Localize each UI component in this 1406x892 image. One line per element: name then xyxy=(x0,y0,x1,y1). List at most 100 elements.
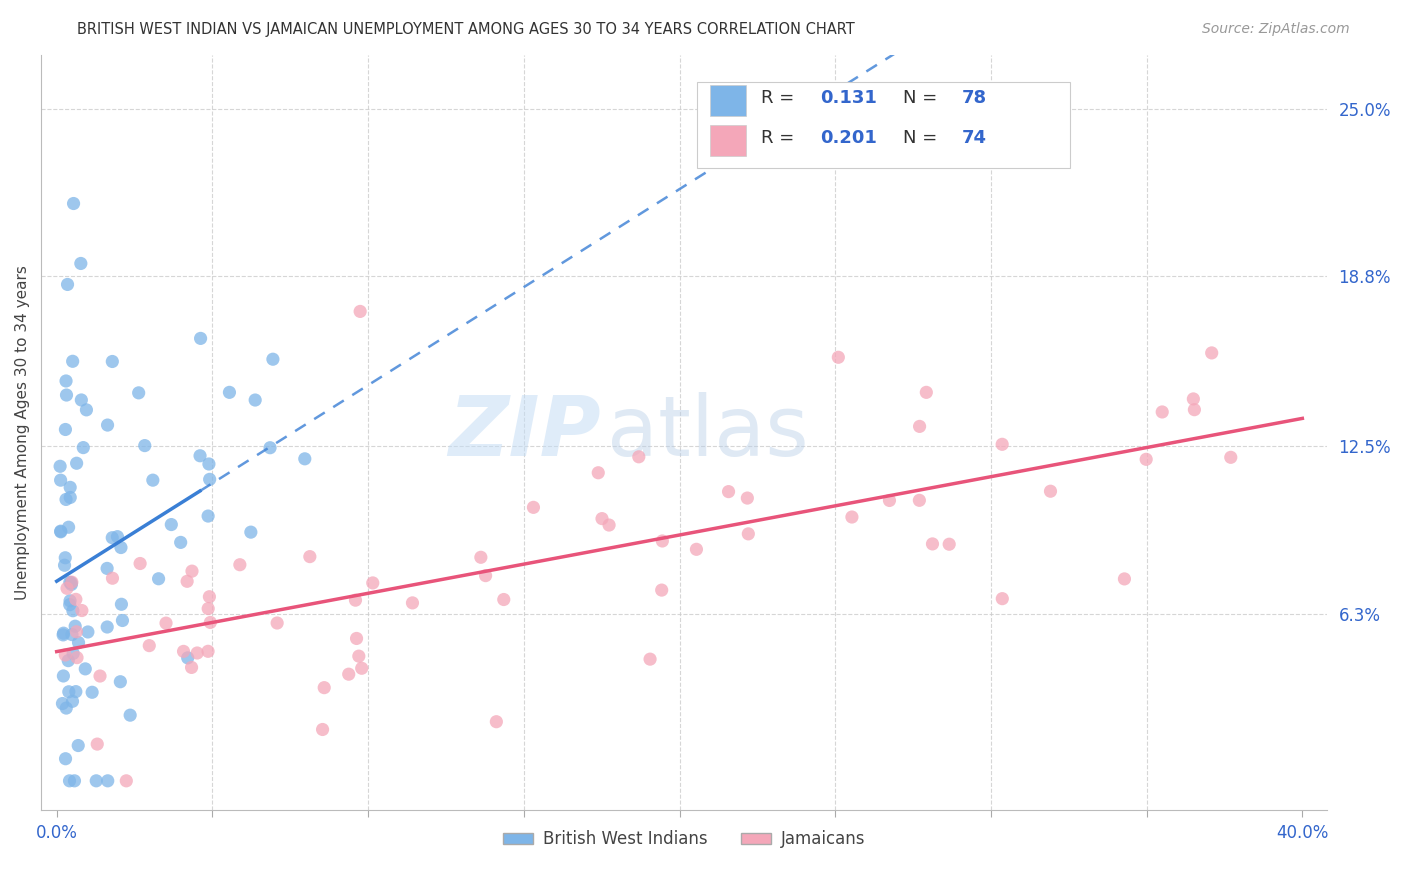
Point xyxy=(65,592,87,607)
Point xyxy=(49,524,72,538)
Point xyxy=(1201,346,1223,360)
Point xyxy=(938,537,960,551)
Point xyxy=(101,571,124,585)
Point xyxy=(651,533,673,548)
Point xyxy=(52,626,75,640)
Point xyxy=(69,256,91,270)
Point xyxy=(75,402,97,417)
Point xyxy=(96,561,118,575)
Point xyxy=(908,493,931,508)
Point xyxy=(63,773,86,788)
Point xyxy=(349,304,371,318)
FancyBboxPatch shape xyxy=(710,126,747,155)
Point xyxy=(598,518,620,533)
Point xyxy=(485,714,508,729)
Point xyxy=(49,459,72,474)
Point xyxy=(59,480,82,494)
Point xyxy=(52,669,75,683)
Point xyxy=(97,773,120,788)
Point xyxy=(55,374,77,388)
Point xyxy=(198,590,221,604)
Point xyxy=(188,449,211,463)
Point xyxy=(111,614,134,628)
Text: N =: N = xyxy=(903,89,943,107)
Text: R =: R = xyxy=(762,89,800,107)
Point xyxy=(361,576,384,591)
Point xyxy=(52,628,75,642)
Point xyxy=(58,685,80,699)
Point xyxy=(56,582,79,596)
Text: 0.201: 0.201 xyxy=(821,129,877,147)
Point xyxy=(148,572,170,586)
Point xyxy=(737,526,759,541)
Point xyxy=(522,500,544,515)
Point xyxy=(337,667,360,681)
Point xyxy=(60,577,83,591)
Point xyxy=(186,646,208,660)
Point xyxy=(60,627,83,641)
Point xyxy=(53,648,76,662)
Point xyxy=(107,530,129,544)
Text: N =: N = xyxy=(903,129,943,147)
Point xyxy=(55,701,77,715)
Legend: British West Indians, Jamaicans: British West Indians, Jamaicans xyxy=(496,823,872,855)
Point xyxy=(86,737,108,751)
Point xyxy=(685,542,707,557)
Point xyxy=(1182,392,1205,406)
Point xyxy=(155,616,177,631)
Point xyxy=(638,652,661,666)
Point xyxy=(129,557,152,571)
Point xyxy=(198,472,221,486)
Point xyxy=(591,511,613,525)
Point xyxy=(128,385,150,400)
Point xyxy=(1135,452,1157,467)
Text: atlas: atlas xyxy=(607,392,808,474)
Point xyxy=(827,351,849,365)
Point xyxy=(176,574,198,589)
Point xyxy=(96,418,118,433)
Point xyxy=(879,493,901,508)
Point xyxy=(62,694,84,708)
Point xyxy=(197,601,219,615)
Point xyxy=(70,392,93,407)
Point xyxy=(239,525,262,540)
FancyBboxPatch shape xyxy=(697,81,1070,169)
Point xyxy=(1114,572,1136,586)
Point xyxy=(200,615,222,630)
Point xyxy=(60,575,83,590)
Point xyxy=(180,660,202,674)
Text: 0.131: 0.131 xyxy=(821,89,877,107)
Point xyxy=(56,277,79,292)
Point xyxy=(49,473,72,487)
Point xyxy=(101,354,124,368)
Point xyxy=(66,650,89,665)
Point xyxy=(347,649,370,664)
Point xyxy=(181,564,204,578)
Point xyxy=(84,773,107,788)
Point xyxy=(586,466,609,480)
Point xyxy=(190,331,212,345)
Point xyxy=(62,604,84,618)
Point xyxy=(262,352,284,367)
Point xyxy=(134,439,156,453)
Point xyxy=(627,450,650,464)
Point xyxy=(346,632,368,646)
Point xyxy=(266,615,288,630)
Point xyxy=(197,509,219,524)
Point xyxy=(229,558,252,572)
Text: ZIP: ZIP xyxy=(449,392,600,474)
Point xyxy=(101,531,124,545)
Point xyxy=(67,635,90,649)
Point xyxy=(67,739,90,753)
Point xyxy=(115,773,138,788)
Text: 74: 74 xyxy=(962,129,987,147)
Point xyxy=(62,647,84,661)
Point xyxy=(55,492,77,507)
Point xyxy=(66,456,89,470)
Point xyxy=(55,388,77,402)
Text: R =: R = xyxy=(762,129,800,147)
Point xyxy=(63,619,86,633)
Point xyxy=(59,491,82,505)
Point xyxy=(138,639,160,653)
Point xyxy=(62,354,84,368)
